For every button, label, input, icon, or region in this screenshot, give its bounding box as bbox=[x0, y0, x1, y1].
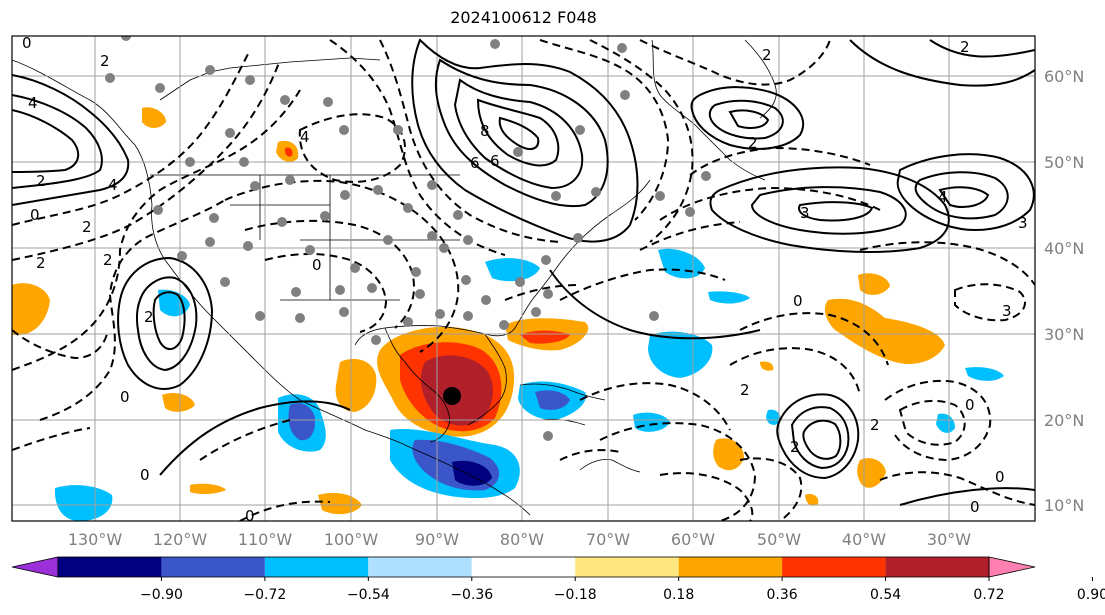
contour-label: 0 bbox=[970, 498, 980, 516]
contour-label: 3 bbox=[1018, 214, 1028, 232]
station-dots bbox=[105, 36, 711, 441]
colorbar-tick-label: 0.18 bbox=[663, 587, 694, 603]
contour-label: 0 bbox=[245, 507, 255, 525]
lat-tick-label: 10°N bbox=[1044, 496, 1084, 515]
colorbar-tick-label: 0.36 bbox=[767, 587, 798, 603]
colorbar-tick-label: −0.90 bbox=[140, 587, 183, 603]
colorbar-segment bbox=[161, 557, 265, 577]
colorbar-segment bbox=[782, 557, 886, 577]
contour-label: 0 bbox=[793, 292, 803, 310]
colorbar: −0.90 −0.72 −0.54 −0.36 −0.18 0.18 0.36 0.54 0.7… bbox=[11, 556, 1105, 603]
contour-label: 6 bbox=[490, 152, 500, 170]
lat-tick-label: 40°N bbox=[1044, 239, 1084, 258]
contour-label: 2 bbox=[82, 218, 92, 236]
contour-label: 2 bbox=[36, 172, 46, 190]
solid-contours bbox=[12, 38, 1035, 506]
colorbar-extend-high bbox=[988, 556, 1036, 578]
lon-tick-label: 60°W bbox=[671, 530, 715, 549]
contour-label: 8 bbox=[480, 122, 490, 140]
colorbar-segment bbox=[368, 557, 472, 577]
contour-label: 2 bbox=[103, 251, 113, 269]
colorbar-tick-label: −0.54 bbox=[347, 587, 390, 603]
colorbar-tick-label: 0.90 bbox=[1077, 587, 1105, 603]
lat-tick-label: 60°N bbox=[1044, 67, 1084, 86]
colorbar-segment bbox=[264, 557, 369, 577]
contour-label: 2 bbox=[748, 134, 758, 152]
contour-label: 0 bbox=[965, 396, 975, 414]
colorbar-tick-label: 0.72 bbox=[973, 587, 1004, 603]
contour-label: 3 bbox=[1002, 302, 1012, 320]
lon-tick-label: 130°W bbox=[68, 530, 123, 549]
colorbar-segment bbox=[575, 557, 679, 577]
contour-label: 0 bbox=[30, 206, 40, 224]
colorbar-tick-label: 0.54 bbox=[870, 587, 901, 603]
contour-label: 2 bbox=[762, 46, 772, 64]
lat-tick-label: 20°N bbox=[1044, 411, 1084, 430]
lon-tick-label: 100°W bbox=[324, 530, 379, 549]
contour-label: 0 bbox=[995, 468, 1005, 486]
colorbar-tick-label: −0.36 bbox=[450, 587, 493, 603]
colorbar-segment bbox=[471, 557, 576, 577]
lon-tick-label: 30°W bbox=[927, 530, 971, 549]
colorbar-segment bbox=[885, 557, 989, 577]
map-panel: 0 2 4 6 8 2 4 6 0 2 3 4 2 3 0 2 2 0 2 0 … bbox=[12, 34, 1035, 525]
longitude-axis: 130°W 120°W 110°W 100°W 90°W 80°W 70°W 6… bbox=[68, 530, 971, 549]
contour-label: 4 bbox=[28, 94, 38, 112]
contour-label: 0 bbox=[312, 256, 322, 274]
lon-tick-label: 80°W bbox=[500, 530, 544, 549]
map-frame bbox=[11, 35, 1036, 522]
lon-tick-label: 40°W bbox=[842, 530, 886, 549]
colorbar-segment bbox=[58, 557, 162, 577]
contour-labels: 0 2 4 6 8 2 4 6 0 2 3 4 2 3 0 2 2 0 2 0 … bbox=[22, 34, 1028, 525]
lon-tick-label: 70°W bbox=[586, 530, 630, 549]
storm-center-marker bbox=[443, 387, 461, 405]
contour-label: 6 bbox=[470, 154, 480, 172]
colorbar-tick-label: −0.72 bbox=[243, 587, 286, 603]
contour-label: 2 bbox=[100, 52, 110, 70]
contour-label: 2 bbox=[740, 381, 750, 399]
lat-tick-label: 30°N bbox=[1044, 325, 1084, 344]
contour-label: 2 bbox=[960, 38, 970, 56]
colorbar-tick-label: −0.18 bbox=[554, 587, 597, 603]
shaded-fields bbox=[12, 107, 1004, 521]
latitude-axis: 10°N 20°N 30°N 40°N 50°N 60°N bbox=[1044, 67, 1084, 515]
lon-tick-label: 120°W bbox=[153, 530, 208, 549]
gridlines bbox=[12, 36, 1035, 521]
lon-tick-label: 110°W bbox=[238, 530, 293, 549]
colorbar-extend-low bbox=[11, 556, 59, 578]
contour-label: 4 bbox=[300, 128, 310, 146]
contour-label: 4 bbox=[108, 176, 118, 194]
lon-tick-label: 90°W bbox=[415, 530, 459, 549]
contour-label: 4 bbox=[938, 188, 948, 206]
contour-label: 2 bbox=[144, 308, 154, 326]
lat-tick-label: 50°N bbox=[1044, 153, 1084, 172]
contour-label: 2 bbox=[870, 416, 880, 434]
contour-label: 0 bbox=[22, 34, 32, 52]
colorbar-segment bbox=[678, 557, 783, 577]
colorbar-frame bbox=[57, 556, 990, 578]
contour-label: 0 bbox=[120, 388, 130, 406]
figure-title: 2024100612 F048 bbox=[450, 8, 597, 27]
contour-label: 2 bbox=[790, 438, 800, 456]
contour-label: 2 bbox=[36, 254, 46, 272]
dashed-contours bbox=[12, 39, 1035, 521]
lon-tick-label: 50°W bbox=[757, 530, 801, 549]
contour-label: 3 bbox=[800, 204, 810, 222]
contour-label: 0 bbox=[140, 466, 150, 484]
